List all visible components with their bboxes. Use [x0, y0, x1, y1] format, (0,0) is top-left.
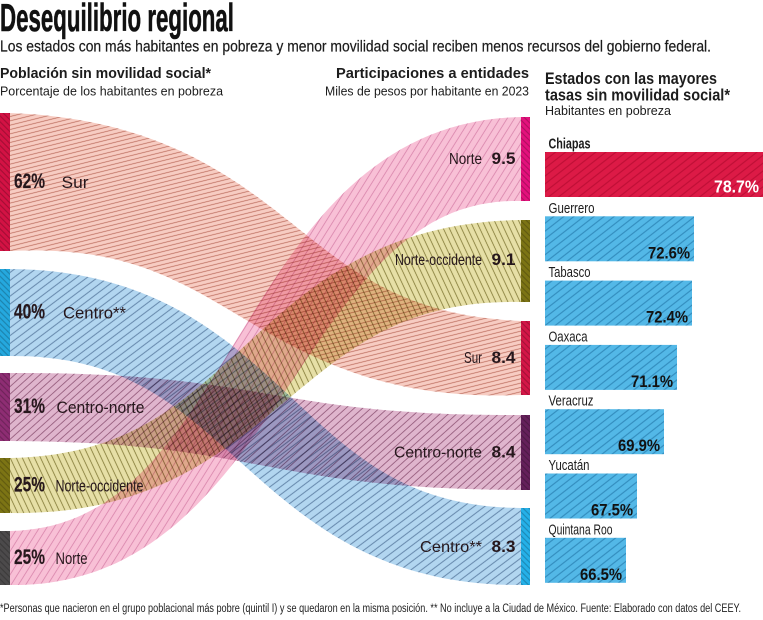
svg-text:Tabasco: Tabasco [549, 265, 591, 281]
svg-text:8.4: 8.4 [492, 443, 517, 462]
svg-text:Chiapas: Chiapas [549, 137, 591, 153]
svg-text:Centro**: Centro** [63, 305, 127, 323]
svg-text:31%: 31% [14, 395, 45, 418]
svg-text:Norte: Norte [449, 151, 482, 168]
svg-text:8.3: 8.3 [492, 537, 516, 556]
svg-text:Guerrero: Guerrero [549, 201, 595, 217]
svg-text:9.5: 9.5 [492, 149, 516, 168]
svg-text:Sur: Sur [62, 174, 90, 192]
svg-text:62%: 62% [14, 170, 45, 193]
svg-text:Miles de pesos por habitante e: Miles de pesos por habitante en 2023 [325, 84, 529, 99]
svg-text:*Personas que nacieron en el g: *Personas que nacieron en el grupo pobla… [0, 603, 741, 615]
svg-text:25%: 25% [14, 474, 45, 497]
svg-text:Veracruz: Veracruz [549, 394, 594, 410]
svg-text:9.1: 9.1 [492, 250, 516, 269]
svg-text:Yucatán: Yucatán [549, 458, 590, 474]
svg-text:Centro-norte: Centro-norte [57, 399, 145, 417]
svg-text:72.6%: 72.6% [648, 244, 690, 262]
svg-text:Población sin movilidad social: Población sin movilidad social* [0, 65, 211, 82]
svg-text:40%: 40% [14, 301, 45, 324]
svg-text:Centro-norte: Centro-norte [394, 445, 482, 462]
svg-text:Porcentaje de los habitantes e: Porcentaje de los habitantes en pobreza [0, 84, 224, 99]
svg-text:69.9%: 69.9% [618, 437, 660, 455]
svg-text:78.7%: 78.7% [714, 177, 759, 197]
svg-text:Norte-occidente: Norte-occidente [395, 252, 482, 269]
svg-text:67.5%: 67.5% [591, 502, 633, 520]
svg-text:66.5%: 66.5% [580, 566, 622, 584]
svg-text:Sur: Sur [464, 350, 482, 367]
svg-text:Quintana Roo: Quintana Roo [549, 522, 613, 538]
svg-text:71.1%: 71.1% [631, 373, 673, 391]
svg-text:25%: 25% [14, 546, 45, 569]
svg-text:tasas sin movilidad social*: tasas sin movilidad social* [545, 86, 730, 105]
svg-text:8.4: 8.4 [492, 348, 517, 367]
svg-text:Norte-occidente: Norte-occidente [56, 478, 144, 496]
svg-text:Los estados con más habitantes: Los estados con más habitantes en pobrez… [0, 39, 711, 56]
svg-text:Estados con las mayores: Estados con las mayores [545, 69, 717, 88]
svg-text:Desequilibrio regional: Desequilibrio regional [0, 0, 234, 40]
svg-text:Habitantes en pobreza: Habitantes en pobreza [545, 103, 672, 118]
svg-text:Norte: Norte [56, 550, 88, 568]
svg-text:Participaciones a entidades: Participaciones a entidades [336, 65, 529, 82]
svg-text:Oaxaca: Oaxaca [549, 329, 589, 345]
svg-text:72.4%: 72.4% [646, 309, 688, 327]
svg-text:Centro**: Centro** [420, 539, 482, 556]
